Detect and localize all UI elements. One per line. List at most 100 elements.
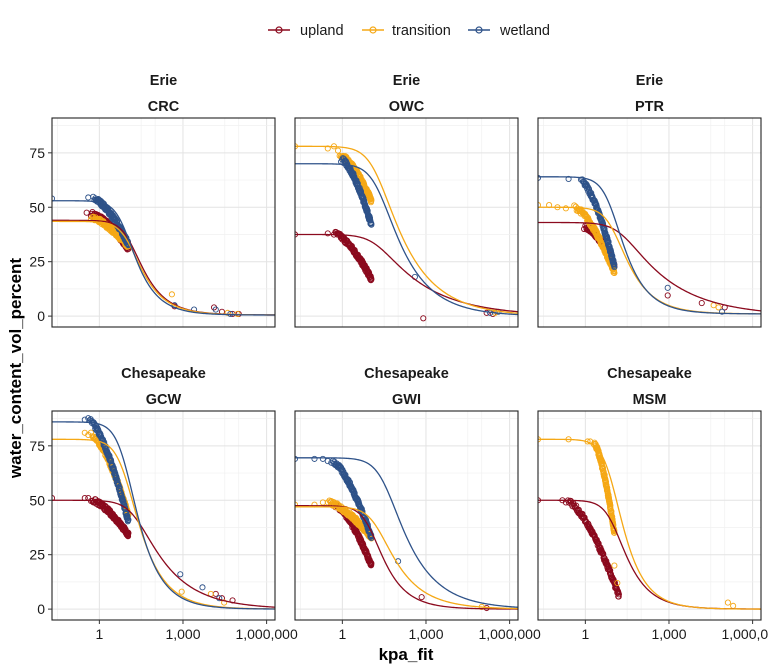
- data-point: [718, 308, 726, 315]
- panel-region-label: Chesapeake: [121, 366, 206, 382]
- fit-curve-upland: [52, 499, 275, 608]
- legend-item-wetland: wetland: [468, 23, 550, 39]
- plot-area: [538, 436, 761, 610]
- data-point: [418, 594, 425, 601]
- data-point: [615, 591, 622, 598]
- panel-border: [294, 117, 519, 328]
- plot-area: [52, 415, 275, 610]
- panel-border: [537, 117, 762, 328]
- legend-key-point: [275, 26, 283, 34]
- data-point: [724, 599, 731, 606]
- points-wetland: [295, 455, 402, 565]
- panel-site-label: MSM: [633, 392, 667, 408]
- data-point: [715, 304, 722, 311]
- facet-panels: Erie CRC 0 25 50 75 Erie OWC Erie PTR Chesapeake GC…: [29, 73, 768, 642]
- x-tick-label: 1: [581, 626, 589, 642]
- legend-label: wetland: [499, 23, 550, 39]
- legend-label: upland: [300, 23, 344, 39]
- panel-gcw: Chesapeake GCW 0 25 50 75 1 1,000 1,000,000: [29, 366, 298, 642]
- x-tick-label: 1,000: [408, 626, 443, 642]
- legend-item-transition: transition: [362, 23, 451, 39]
- fit-curve-upland: [295, 505, 518, 610]
- gridlines: [295, 411, 518, 620]
- fit-curve-wetland: [52, 421, 275, 610]
- data-point: [366, 269, 373, 276]
- data-point: [295, 501, 299, 508]
- fit-curve-wetland: [52, 200, 275, 316]
- plot-area: [538, 174, 761, 315]
- panel-region-label: Chesapeake: [607, 366, 692, 382]
- x-tick-label: 1,000,000: [478, 626, 540, 642]
- panel-region-label: Erie: [150, 73, 177, 89]
- data-point: [348, 242, 355, 250]
- data-point: [199, 584, 206, 591]
- data-point: [319, 499, 326, 506]
- fit-curve-transition: [295, 506, 518, 610]
- data-point: [368, 221, 375, 228]
- x-axis-title: kpa_fit: [379, 645, 434, 664]
- data-point: [609, 513, 616, 520]
- y-tick-label: 25: [29, 254, 45, 270]
- data-point: [600, 551, 607, 558]
- panel-background: [52, 411, 275, 620]
- points-upland: [295, 228, 496, 322]
- data-point: [664, 284, 671, 291]
- gridlines: [52, 118, 275, 327]
- data-point: [83, 209, 90, 216]
- data-point: [575, 506, 582, 513]
- data-point: [614, 579, 621, 587]
- gridlines: [538, 411, 761, 620]
- panel-site-label: OWC: [389, 99, 425, 115]
- data-point: [212, 306, 219, 313]
- gridlines: [295, 118, 518, 327]
- data-point: [607, 567, 614, 574]
- panel-background: [295, 411, 518, 620]
- panel-site-label: PTR: [635, 99, 665, 115]
- y-tick-label: 0: [37, 601, 45, 617]
- data-point: [581, 225, 588, 233]
- data-point: [664, 292, 671, 299]
- data-point: [615, 593, 622, 600]
- y-tick-label: 50: [29, 492, 45, 508]
- y-tick-label: 25: [29, 547, 45, 563]
- data-point: [595, 540, 602, 547]
- legend-item-upland: upland: [268, 23, 344, 39]
- data-point: [420, 315, 427, 322]
- data-point: [120, 498, 127, 505]
- panel-site-label: CRC: [148, 99, 180, 115]
- legend-key-point: [369, 26, 377, 34]
- panel-border: [294, 410, 519, 621]
- fit-curve-upland: [295, 233, 518, 313]
- legend-key-point: [475, 26, 483, 34]
- fit-curve-transition: [295, 145, 518, 314]
- data-point: [334, 147, 342, 154]
- data-point: [698, 300, 705, 307]
- data-point: [221, 599, 228, 606]
- gridlines: [538, 118, 761, 327]
- data-point: [483, 309, 490, 316]
- data-point: [125, 533, 132, 540]
- data-point: [611, 562, 618, 569]
- data-point: [368, 197, 375, 204]
- legend: upland transition wetland: [268, 23, 550, 39]
- data-point: [597, 214, 604, 221]
- fit-curve-upland: [538, 221, 761, 312]
- y-axis-title: water_content_vol_percent: [6, 258, 25, 479]
- x-tick-label: 1: [95, 626, 103, 642]
- y-tick-label: 75: [29, 438, 45, 454]
- x-tick-label: 1: [338, 626, 346, 642]
- panel-gwi: Chesapeake GWI 1 1,000 1,000,000: [294, 366, 541, 642]
- legend-label: transition: [392, 23, 451, 39]
- y-tick-label: 50: [29, 199, 45, 215]
- data-point: [177, 571, 184, 578]
- panel-site-label: GCW: [146, 392, 182, 408]
- panel-border: [51, 410, 276, 621]
- panel-background: [538, 411, 761, 620]
- panel-region-label: Chesapeake: [364, 366, 449, 382]
- data-point: [611, 261, 618, 268]
- data-point: [319, 455, 326, 462]
- data-point: [324, 230, 331, 237]
- data-point: [125, 530, 132, 537]
- panel-border: [51, 117, 276, 328]
- data-point: [368, 560, 375, 567]
